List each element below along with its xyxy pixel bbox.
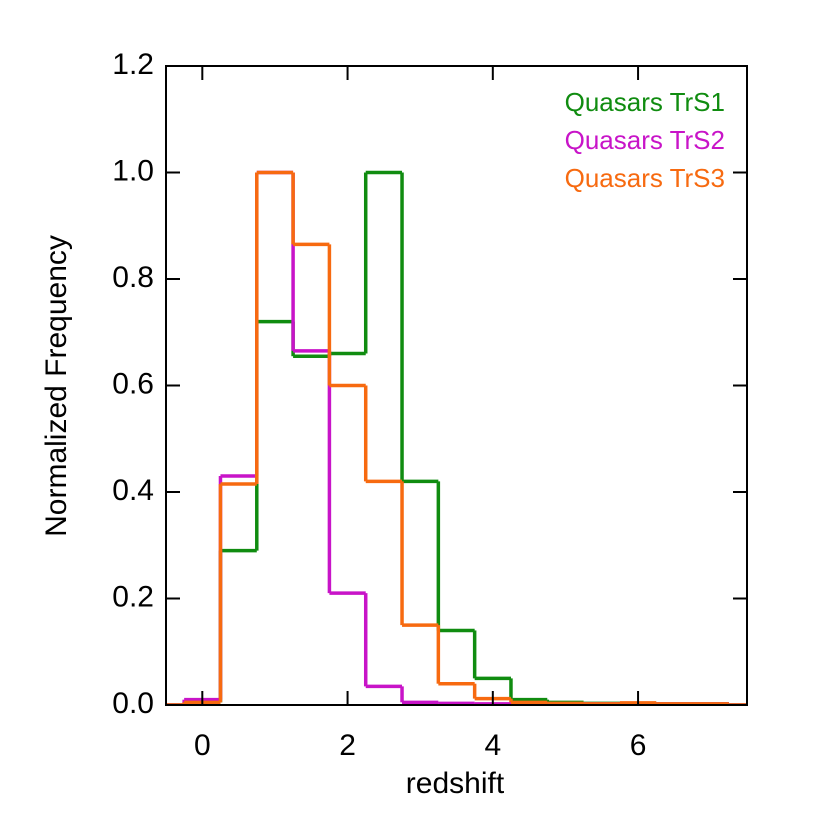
- y-tick-label: 0.8: [112, 261, 154, 294]
- plot-frame: [165, 65, 748, 706]
- x-tick-label: 4: [484, 729, 501, 762]
- y-tick-label: 0.6: [112, 367, 154, 400]
- x-tick-label: 2: [339, 729, 356, 762]
- histogram-series: [166, 170, 747, 705]
- legend-label: Quasars TrS3: [565, 163, 725, 193]
- legend-label: Quasars TrS1: [565, 87, 725, 117]
- x-tick-label: 0: [194, 729, 211, 762]
- y-tick-label: 0.2: [112, 580, 154, 613]
- x-axis-label: redshift: [406, 767, 505, 800]
- y-tick-label: 0.0: [112, 687, 154, 720]
- x-tick-label: 6: [630, 729, 647, 762]
- histogram-series: [166, 170, 747, 705]
- plot-area: [166, 170, 747, 705]
- legend-label: Quasars TrS2: [565, 125, 725, 155]
- histogram-series: [166, 170, 747, 705]
- y-axis-label: Normalized Frequency: [40, 235, 73, 537]
- y-tick-label: 1.0: [112, 154, 154, 187]
- y-tick-label: 1.2: [112, 48, 154, 81]
- y-tick-label: 0.4: [112, 474, 154, 507]
